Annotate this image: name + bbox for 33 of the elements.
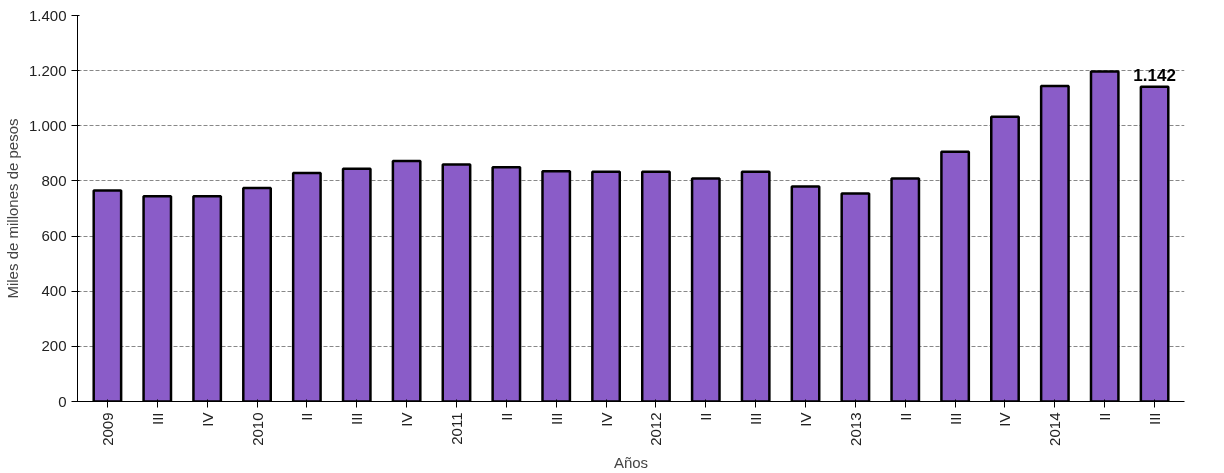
x-tick-label: III — [946, 412, 964, 425]
x-tick-label: IV — [597, 412, 615, 427]
x-tick-label: 2010 — [248, 412, 266, 446]
x-tick-label: III — [1146, 412, 1164, 425]
x-tick-label: III — [547, 412, 565, 425]
x-tick-label: II — [1096, 412, 1114, 421]
x-tick-label: 2012 — [647, 412, 665, 446]
x-tick-label: 2014 — [1046, 412, 1064, 446]
x-tick-label: 2011 — [447, 412, 465, 445]
y-tick-label: 400 — [41, 282, 67, 300]
x-tick-label: III — [148, 412, 166, 425]
x-tick-label: II — [896, 412, 914, 421]
y-tick-label: 600 — [41, 227, 67, 245]
x-tick-label: IV — [797, 412, 815, 427]
y-axis-title: Miles de millones de pesos — [3, 118, 21, 299]
y-tick-label: 200 — [41, 337, 67, 355]
x-tick-label: III — [747, 412, 765, 425]
x-tick-label: II — [497, 412, 515, 421]
x-axis-title: Años — [613, 453, 649, 471]
x-tick-label: II — [298, 412, 316, 421]
data-label: 1.142 — [1133, 65, 1176, 85]
y-tick-label: 1.000 — [28, 116, 67, 134]
x-tick-label: IV — [996, 412, 1014, 427]
y-tick-label: 800 — [41, 171, 67, 189]
y-tick-label: 1.200 — [28, 61, 67, 79]
y-tick-label: 0 — [58, 392, 67, 410]
x-tick-label: II — [697, 412, 715, 421]
x-tick-label: III — [348, 412, 366, 425]
x-tick-label: 2013 — [846, 412, 864, 446]
x-tick-label: IV — [198, 412, 216, 427]
x-tick-label: 2009 — [98, 412, 116, 446]
y-tick-label: 1.400 — [28, 6, 67, 24]
x-tick-label: IV — [398, 412, 416, 427]
